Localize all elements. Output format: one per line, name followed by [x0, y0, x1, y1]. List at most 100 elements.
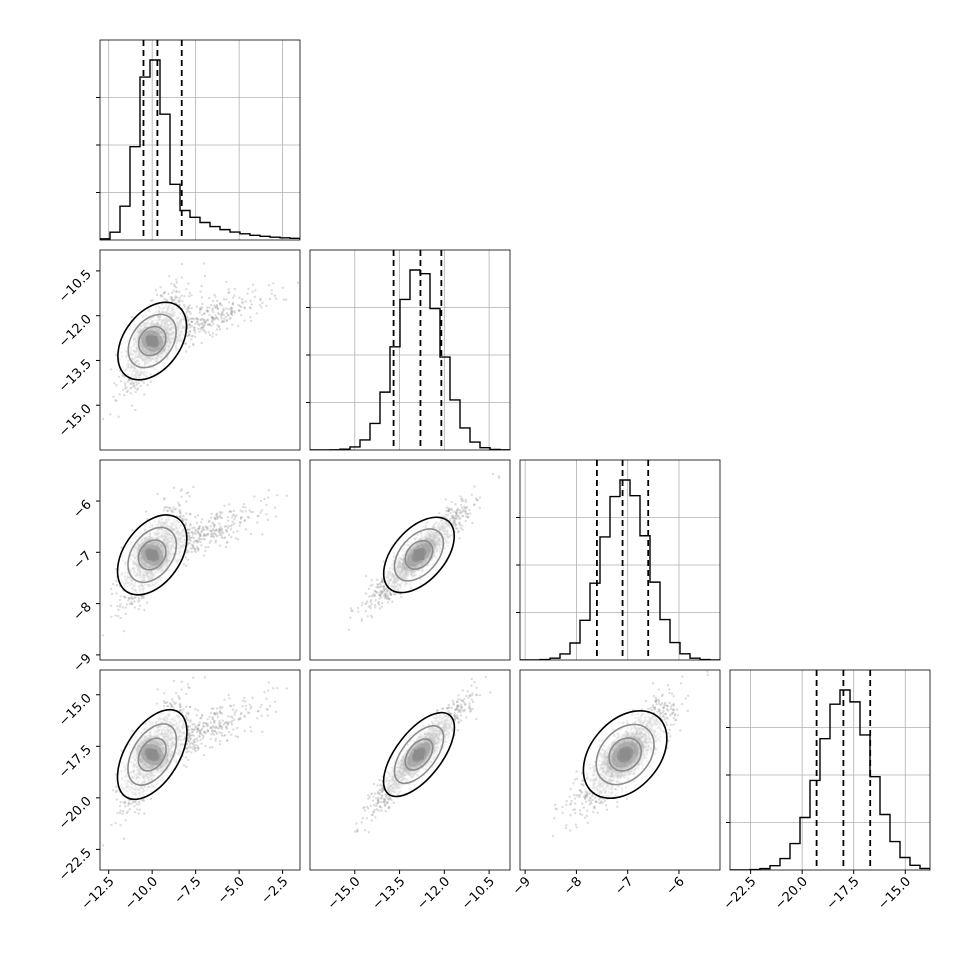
sample-point — [126, 389, 130, 392]
sample-point — [239, 517, 243, 520]
sample-point — [231, 323, 234, 326]
sample-point — [120, 546, 123, 549]
sample-point — [190, 320, 193, 323]
sample-point — [215, 316, 218, 319]
sample-point — [349, 616, 352, 619]
ytick-label: −15.0 — [56, 401, 95, 440]
sample-point — [211, 308, 214, 312]
sample-point — [213, 304, 216, 307]
sample-point — [281, 286, 284, 289]
sample-point — [122, 801, 126, 804]
sample-point — [379, 581, 383, 584]
sample-point — [122, 388, 125, 391]
sample-point — [239, 717, 242, 720]
sample-point — [197, 746, 200, 750]
sample-point — [229, 307, 233, 310]
sample-point — [464, 512, 467, 515]
sample-point — [218, 544, 222, 547]
sample-point — [211, 534, 214, 537]
panel-frame — [729, 669, 931, 871]
sample-point — [180, 688, 183, 691]
sample-point — [195, 737, 199, 740]
sample-point — [224, 545, 228, 549]
sample-point — [382, 588, 385, 591]
sample-point — [188, 323, 191, 326]
sample-point — [196, 514, 200, 517]
sample-point — [208, 306, 211, 309]
sample-point — [207, 520, 210, 523]
sample-point — [251, 510, 255, 514]
sample-point — [193, 746, 196, 749]
sample-point — [231, 307, 234, 310]
sample-point — [237, 309, 240, 312]
sample-point — [119, 380, 123, 383]
sample-point — [146, 517, 149, 521]
sample-point — [379, 589, 382, 593]
sample-point — [110, 823, 113, 827]
sample-point — [137, 812, 140, 815]
sample-point — [454, 524, 457, 527]
sample-point — [116, 604, 119, 608]
sample-point — [218, 515, 221, 518]
sample-point — [122, 837, 126, 840]
sample-point — [193, 547, 196, 550]
histogram-step — [100, 59, 300, 240]
sample-point — [133, 811, 137, 814]
sample-point — [454, 511, 458, 514]
sample-point — [187, 323, 191, 326]
sample-point — [215, 305, 218, 308]
histogram-step — [520, 479, 720, 660]
sample-point — [224, 733, 227, 737]
sample-point — [207, 296, 211, 300]
sample-point — [129, 596, 132, 600]
sample-point — [216, 307, 220, 311]
sample-point — [163, 497, 166, 500]
sample-point — [370, 599, 373, 602]
sample-point — [226, 723, 230, 726]
sample-point — [192, 541, 195, 544]
sample-point — [465, 515, 468, 518]
sample-point — [166, 509, 169, 513]
sample-point — [198, 525, 201, 529]
sample-point — [189, 737, 192, 740]
sample-point — [190, 324, 193, 328]
sample-point — [197, 532, 200, 535]
sample-point — [188, 686, 191, 690]
sample-point — [190, 543, 193, 546]
sample-point — [458, 522, 461, 525]
sample-point — [125, 390, 129, 394]
sample-point — [192, 328, 196, 332]
sample-point — [383, 589, 386, 593]
sample-point — [193, 531, 196, 535]
sample-point — [215, 528, 219, 531]
sample-point — [214, 529, 217, 533]
sample-point — [189, 547, 192, 550]
sample-point — [163, 701, 166, 705]
sample-point — [381, 591, 385, 594]
sample-point — [117, 614, 120, 618]
sample-point — [185, 551, 188, 554]
sample-point — [449, 518, 452, 521]
sample-point — [376, 583, 379, 586]
sample-point — [200, 544, 203, 547]
sample-point — [197, 723, 201, 727]
sample-point — [274, 297, 278, 300]
sample-point — [230, 309, 233, 313]
sample-point — [186, 528, 190, 531]
sample-point — [198, 534, 202, 537]
sample-point — [199, 729, 202, 733]
sample-point — [230, 312, 233, 316]
sample-point — [375, 578, 379, 581]
sample-point — [198, 311, 201, 314]
panel-frame — [99, 459, 301, 661]
sample-point — [367, 605, 370, 608]
sample-point — [111, 582, 115, 586]
sample-point — [155, 293, 159, 297]
sample-point — [388, 591, 392, 594]
sample-point — [180, 488, 183, 491]
sample-point — [231, 708, 235, 711]
sample-point — [179, 511, 182, 514]
sample-point — [186, 683, 190, 686]
sample-point — [211, 724, 215, 728]
sample-point — [196, 547, 199, 550]
